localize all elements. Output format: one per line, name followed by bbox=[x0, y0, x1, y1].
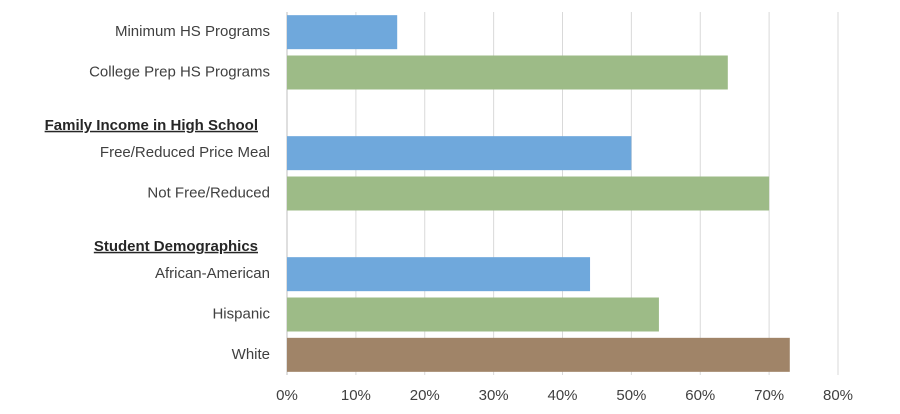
bar bbox=[287, 55, 728, 90]
x-tick-label: 20% bbox=[410, 387, 440, 404]
bar bbox=[287, 337, 790, 372]
y-tick-label: Free/Reduced Price Meal bbox=[100, 144, 270, 161]
x-tick-label: 0% bbox=[276, 387, 298, 404]
bar bbox=[287, 15, 398, 50]
x-tick-label: 80% bbox=[823, 387, 853, 404]
x-tick-label: 30% bbox=[479, 387, 509, 404]
x-tick-label: 40% bbox=[547, 387, 577, 404]
x-tick-label: 10% bbox=[341, 387, 371, 404]
bar bbox=[287, 136, 632, 171]
y-tick-label: African-American bbox=[155, 265, 270, 282]
y-tick-label: Hispanic bbox=[212, 305, 270, 322]
bar bbox=[287, 176, 770, 211]
section-header: Student Demographics bbox=[94, 238, 258, 255]
bar bbox=[287, 257, 591, 292]
y-tick-label: White bbox=[232, 346, 270, 363]
x-tick-label: 50% bbox=[616, 387, 646, 404]
y-tick-label: Minimum HS Programs bbox=[115, 23, 270, 40]
section-header: Family Income in High School bbox=[45, 117, 258, 134]
x-tick-label: 60% bbox=[685, 387, 715, 404]
y-tick-label: Not Free/Reduced bbox=[147, 184, 270, 201]
bar bbox=[287, 297, 659, 332]
y-tick-label: College Prep HS Programs bbox=[89, 63, 270, 80]
x-tick-label: 70% bbox=[754, 387, 784, 404]
